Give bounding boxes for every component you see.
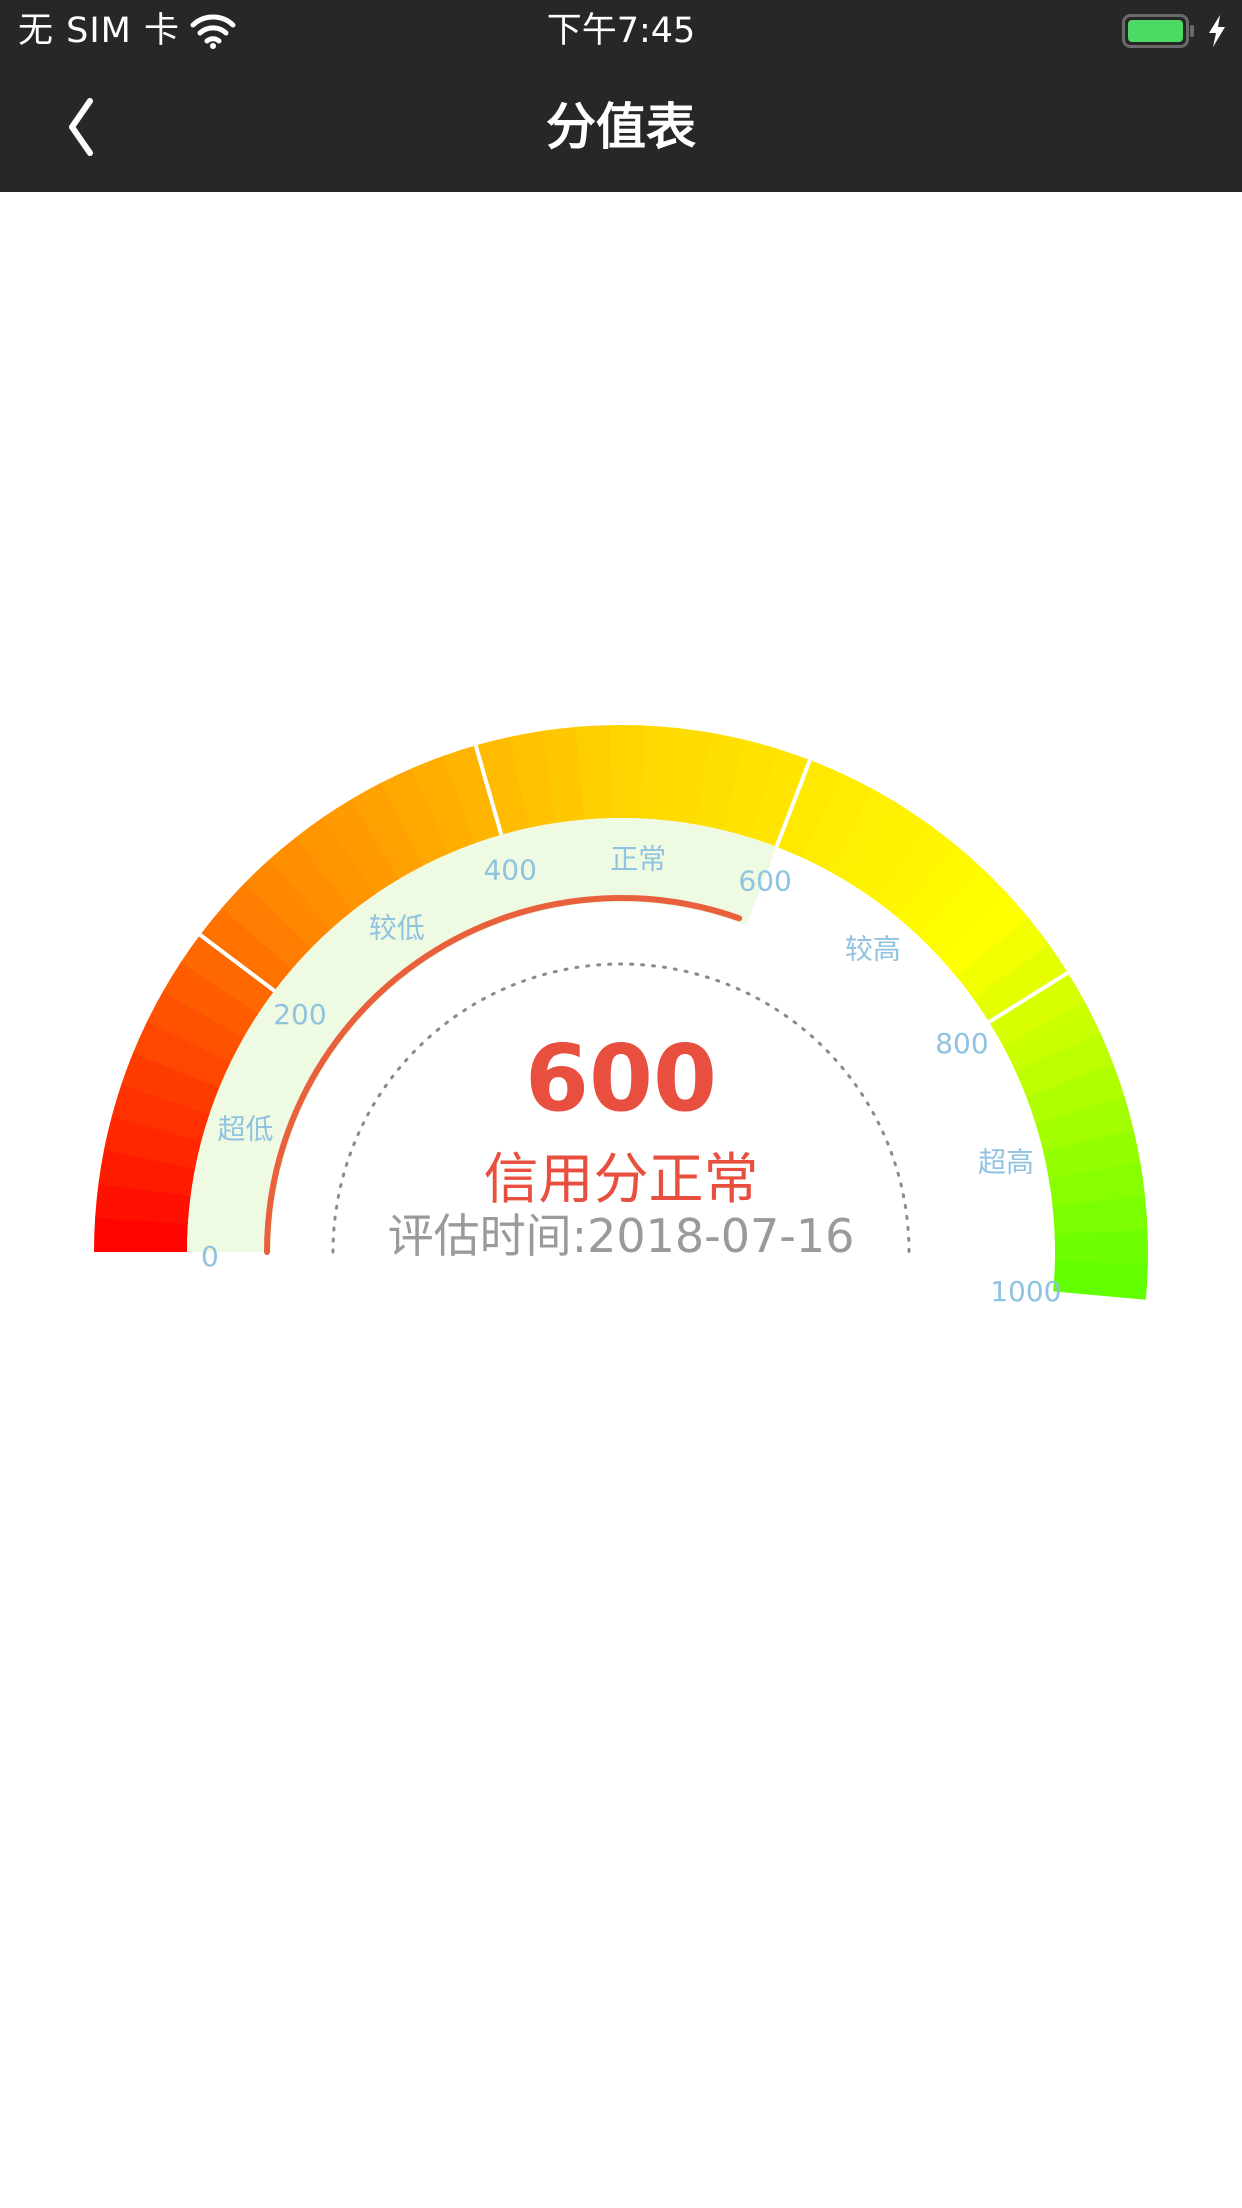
nav-bar: 分值表 (0, 62, 1242, 192)
back-button[interactable] (50, 92, 130, 162)
gauge-ring-segment (180, 933, 276, 1014)
gauge-ring-segment (851, 805, 931, 901)
gauge-progress-arc (264, 895, 743, 1255)
gauge-ring-segment (1052, 1195, 1148, 1236)
gauge-ring-segment (973, 944, 1069, 1024)
gauge-tick-label: 600 (738, 865, 791, 898)
gauge-ring-segment (162, 961, 260, 1038)
score-value: 600 (524, 1025, 718, 1132)
gauge-ring-segment (575, 725, 614, 820)
gauge-tick-label: 1000 (990, 1275, 1061, 1308)
gauge-band-label: 超低 (217, 1112, 273, 1145)
gauge-ring-segment (695, 732, 747, 831)
score-level-text: 信用分正常 (483, 1147, 759, 1211)
gauge-ring-segment (200, 906, 293, 991)
gauge-divider (473, 744, 504, 836)
gauge-ring-segment (667, 728, 714, 825)
gauge-ring-segment (133, 1020, 232, 1089)
gauge-ring-segment (989, 972, 1086, 1048)
evaluation-date: 评估时间:2018-07-16 (387, 1209, 855, 1263)
gauge-ring-segment (827, 788, 903, 886)
gauge-ring-segment (956, 917, 1051, 1000)
gauge-progress (264, 895, 743, 1255)
gauge-ring-segment (1053, 1261, 1148, 1300)
gauge-ring-segment (295, 816, 377, 911)
gauge-ring-segment (542, 726, 586, 823)
gauge-ring-segment (146, 990, 245, 1063)
gauge-ring-segment (443, 744, 503, 844)
chevron-left-icon (69, 98, 93, 156)
gauge-ring-segment (918, 867, 1008, 957)
gauge-band-label: 较高 (845, 932, 901, 965)
gauge-ring-segment (609, 725, 646, 819)
gauge-ring-segment (639, 725, 680, 821)
gauge-ring-segment (221, 881, 312, 969)
header: 无 SIM 卡 下午7:45 分值表 (0, 0, 1242, 192)
status-time: 下午7:45 (546, 11, 696, 51)
gauge-ring-segment (1054, 1229, 1148, 1266)
gauge-divider (774, 759, 812, 848)
gauge-dotted-arc (331, 962, 911, 1254)
gauge-ring-segment (475, 736, 531, 835)
gauge-color-ring (94, 725, 1148, 1300)
gauge-ring-segment (802, 773, 874, 871)
battery-icon (1122, 14, 1194, 48)
gauge-inner-band (187, 818, 777, 1252)
gauge-ring-segment (1035, 1096, 1134, 1153)
gauge-ring-segment (937, 891, 1030, 978)
gauge-inner-band-fill (187, 818, 777, 1252)
gauge-band-label: 较低 (369, 912, 425, 945)
gauge-band-label: 正常 (610, 842, 666, 875)
gauge-ring-segment (98, 1148, 196, 1197)
gauge-ring-segment (121, 1051, 220, 1115)
gauge-ring-segment (1015, 1032, 1114, 1099)
gauge-tick-labels: 0 200 400 600 800 1000 (201, 854, 1061, 1308)
gauge-dotted-arc-line (331, 962, 911, 1254)
gauge-ring-segment (508, 730, 558, 828)
gauge-ring-segment (750, 748, 812, 848)
gauge-ring-segment (1026, 1063, 1125, 1126)
gauge-band-label: 超高 (978, 1146, 1034, 1179)
gauge-ring-segment (874, 824, 958, 919)
gauge-ring-segment (776, 760, 843, 859)
gauge-ring-segment (1048, 1162, 1146, 1208)
gauge-tick-label: 400 (483, 854, 536, 887)
carrier-label: 无 SIM 卡 (18, 11, 180, 51)
gauge-ring-segment (897, 845, 984, 937)
gauge-ring-segment (322, 798, 401, 895)
gauge-ring-segment (411, 755, 477, 854)
gauge-ring-segment (111, 1083, 210, 1142)
page-title: 分值表 (546, 98, 696, 156)
gauge-ring-segment (723, 739, 780, 839)
gauge-ring-segment (380, 767, 451, 866)
status-bar: 无 SIM 卡 下午7:45 (0, 0, 1242, 62)
gauge-ring-segment (244, 858, 333, 949)
gauge-ring-segment (94, 1216, 189, 1252)
gauge-ring-segment (103, 1115, 202, 1169)
charging-bolt-icon (1209, 15, 1225, 47)
gauge-tick-label: 0 (201, 1240, 219, 1273)
gauge-divider (198, 933, 276, 993)
gauge-ring-segment (351, 782, 425, 880)
gauge-tick-label: 800 (935, 1027, 988, 1060)
gauge-ring-segment (269, 836, 354, 929)
gauge-divider (987, 971, 1069, 1024)
gauge-dividers (198, 744, 1069, 1024)
wifi-icon (190, 14, 236, 49)
gauge-ring-segment (1003, 1002, 1101, 1073)
gauge-tick-label: 200 (273, 998, 326, 1031)
